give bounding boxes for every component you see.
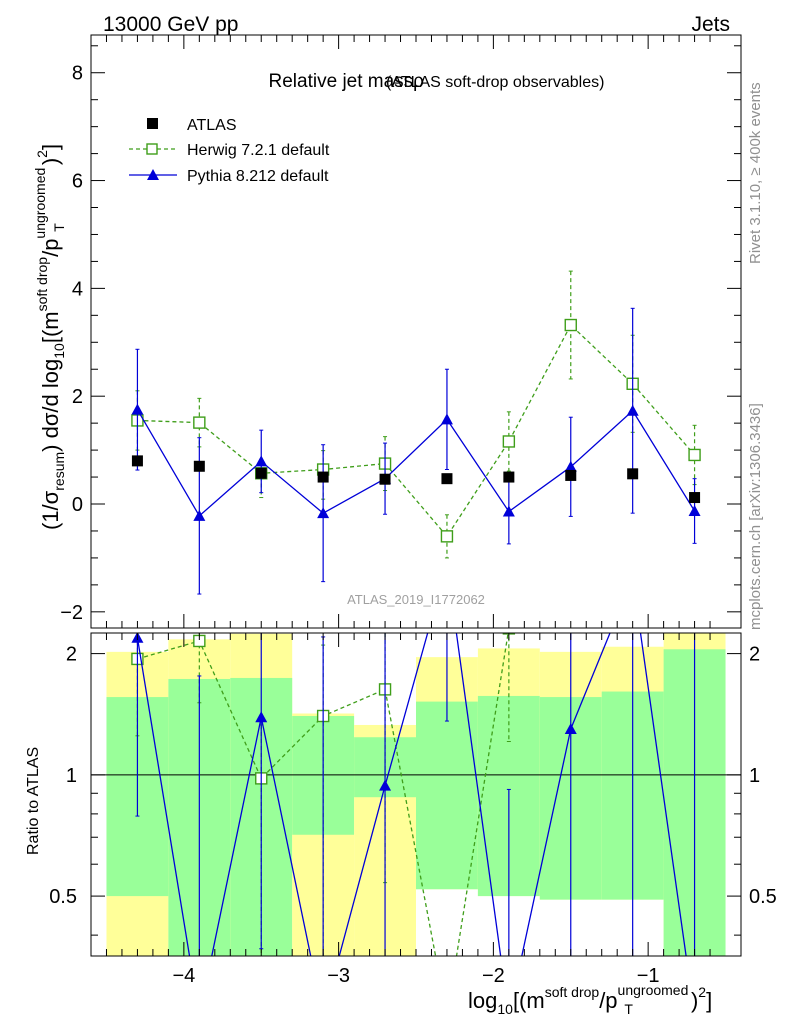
legend-atlas-marker [147, 118, 158, 129]
plot-title: Relative jet massρ [269, 71, 425, 92]
legend-pythia-label: Pythia 8.212 default [187, 168, 329, 185]
axes: −2 0 2 4 6 8 0.5 0.5 1 1 2 2 −4 −3 −2 −1 [49, 35, 777, 987]
pythia-point [626, 404, 639, 416]
atlas-point [255, 467, 267, 479]
atlas-point [317, 471, 329, 483]
x-tick-label: −2 [482, 965, 505, 987]
pythia-point [131, 403, 144, 415]
main-y-tick-label: 8 [72, 63, 83, 85]
atlas-point [379, 473, 391, 485]
pythia-point [440, 413, 453, 425]
atlas-point [131, 455, 143, 467]
main-y-tick-label: 4 [72, 278, 83, 300]
legend-atlas-label: ATLAS [187, 117, 237, 134]
x-tick-label: −1 [637, 965, 660, 987]
atlas-point [503, 471, 515, 483]
pythia-point [688, 505, 701, 517]
ratio-pythia-point [255, 711, 268, 723]
main-y-tick-label: 6 [72, 171, 83, 193]
atlas-point [193, 460, 205, 472]
herwig-line [137, 323, 696, 538]
ratio-pythia-point [564, 722, 577, 734]
legend-herwig-marker [146, 143, 158, 155]
ratio-y-tick-label: 1 [66, 765, 77, 787]
analysis-watermark: ATLAS_2019_I1772062 [347, 592, 485, 607]
pythia-point [193, 509, 206, 521]
herwig-point [564, 318, 577, 332]
atlas-point [689, 492, 701, 504]
x-axis-label: log10[(msoft drop/pungroomed T)2] [468, 982, 712, 1017]
ratio-y-tick-label-right: 1 [749, 765, 760, 787]
pythia-point [255, 455, 268, 467]
ratio-panel [91, 633, 741, 956]
ratio-pythia-point [193, 1010, 205, 1021]
ratio-band-inner [416, 701, 478, 890]
main-y-axis-label: (1/σresum) dσ/d log10[(msoft drop/pungro… [32, 144, 67, 530]
legend-pythia-marker [147, 169, 159, 180]
ratio-y-tick-label-right: 2 [749, 644, 760, 666]
ratio-y-tick-label-right: 0.5 [749, 886, 777, 908]
ratio-herwig-point [627, 528, 638, 539]
ratio-y-tick-label: 0.5 [49, 886, 77, 908]
x-tick-label: −4 [172, 965, 195, 987]
main-y-tick-label: −2 [60, 602, 83, 624]
herwig-point [688, 448, 701, 462]
herwig-point [440, 530, 454, 543]
legend-herwig-label: Herwig 7.2.1 default [187, 142, 330, 159]
ratio-data [131, 415, 700, 1022]
atlas-point [565, 469, 577, 481]
ratio-pythia-point [317, 1010, 329, 1021]
pythia-point [564, 460, 577, 472]
pythia-point [502, 505, 515, 517]
ratio-y-tick-label: 2 [66, 644, 77, 666]
ratio-herwig-point [441, 1011, 452, 1022]
main-y-tick-label: 0 [72, 494, 83, 516]
herwig-point [502, 435, 516, 448]
pythia-line [136, 409, 696, 517]
ratio-herwig-point [689, 415, 700, 426]
x-tick-label: −3 [327, 965, 350, 987]
main-y-tick-label: 2 [72, 386, 83, 408]
legend: ATLAS Herwig 7.2.1 default Pythia 8.212 … [129, 117, 330, 185]
herwig-point [193, 416, 206, 429]
mcplots-credit: mcplots.cern.ch [arXiv:1306.3436] [747, 403, 764, 630]
jets-label: Jets [691, 13, 730, 36]
ratio-pythia-point [627, 572, 639, 583]
pythia-point [317, 507, 330, 519]
ratio-pythia-point [441, 558, 453, 569]
rivet-version: Rivet 3.1.10, ≥ 400k events [747, 82, 764, 264]
atlas-point [441, 473, 453, 485]
atlas-point [627, 468, 639, 480]
ratio-y-axis-label: Ratio to ATLAS [25, 747, 42, 855]
ratio-pythia-point [379, 779, 392, 791]
main-data [131, 270, 701, 595]
ratio-pythia-line [136, 633, 687, 956]
process-label: 13000 GeV pp [103, 13, 238, 36]
plot-subtitle: (ATLAS soft-drop observables) [386, 74, 604, 91]
